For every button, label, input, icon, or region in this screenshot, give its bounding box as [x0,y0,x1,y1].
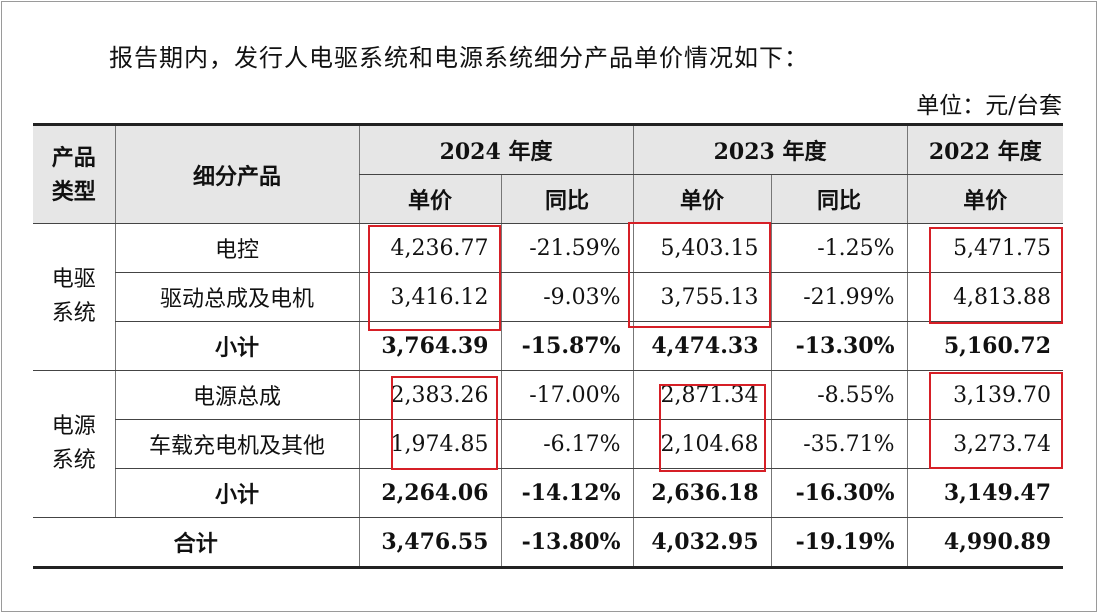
price-2023: 2,104.68 [632,419,772,469]
subtotal-yoy-2023: -16.30% [770,468,908,518]
total-price-2024: 3,476.55 [358,517,501,569]
subtotal-price-2023: 2,636.18 [632,468,772,518]
total-yoy-2024: -13.80% [500,517,634,569]
subtotal-row: 小计 3,764.39 -15.87% 4,474.33 -13.30% 5,1… [33,321,1064,371]
category-line1: 电驱 [51,267,96,292]
table-row: 电源 系统 电源总成 2,383.26 -17.00% 2,871.34 -8.… [33,370,1064,518]
yoy-2023: -1.25% [770,223,908,273]
subtotal-yoy-2023: -13.30% [770,321,908,371]
row-name: 电控 [114,223,359,273]
yoy-2024: -17.00% [500,370,634,420]
total-label: 合计 [33,517,359,569]
table-row: 车载充电机及其他 1,974.85 -6.17% 2,104.68 -35.71… [33,419,1064,469]
price-2024: 2,383.26 [358,370,501,420]
row-name: 电源总成 [114,370,359,420]
header-product-type: 产品 类型 [33,123,115,224]
header-yoy-2024: 同比 [500,174,634,224]
unit-price-table: 产品 类型 细分产品 2024 年度 2023 年度 2022 年度 单价 同比… [33,123,1064,569]
total-price-2023: 4,032.95 [632,517,772,569]
category-line2: 系统 [51,448,96,473]
category-cell-drive: 电驱 系统 [33,223,115,371]
highlight-box-2022-power [929,372,1063,469]
highlight-box-2024-power [391,376,498,470]
subtotal-label: 小计 [114,468,359,518]
highlight-box-2024-drive [368,225,501,331]
category-cell-power: 电源 系统 [33,370,115,518]
yoy-2024: -9.03% [500,272,634,322]
table-row: 驱动总成及电机 3,416.12 -9.03% 3,755.13 -21.99%… [33,272,1064,322]
header-sub-product: 细分产品 [114,123,359,224]
subtotal-price-2023: 4,474.33 [632,321,772,371]
header-2024: 2024 年度 [358,123,634,175]
price-2022: 3,273.74 [906,419,1064,469]
price-2024: 4,236.77 [358,223,501,273]
subtotal-row: 小计 2,264.06 -14.12% 2,636.18 -16.30% 3,1… [33,468,1064,518]
unit-label: 单位：元/台套 [916,93,1062,119]
yoy-2023: -8.55% [770,370,908,420]
header-2023: 2023 年度 [632,123,908,175]
category-line1: 电源 [51,414,96,439]
subtotal-label: 小计 [114,321,359,371]
total-yoy-2023: -19.19% [770,517,908,569]
row-name: 驱动总成及电机 [114,272,359,322]
highlight-box-2023-power [659,384,766,472]
price-2022: 4,813.88 [906,272,1064,322]
category-line2: 系统 [51,301,96,326]
header-product-type-line1: 产品 [51,144,96,171]
subtotal-price-2022: 3,149.47 [906,468,1064,518]
header-yoy-2023: 同比 [770,174,908,224]
header-2022: 2022 年度 [906,123,1064,175]
price-2024: 1,974.85 [358,419,501,469]
yoy-2024: -21.59% [500,223,634,273]
yoy-2023: -35.71% [770,419,908,469]
yoy-2024: -6.17% [500,419,634,469]
total-price-2022: 4,990.89 [906,517,1064,569]
subtotal-yoy-2024: -14.12% [500,468,634,518]
highlight-box-2022-drive [929,227,1063,324]
intro-text: 报告期内，发行人电驱系统和电源系统细分产品单价情况如下： [109,44,809,72]
price-table-wrapper: 产品 类型 细分产品 2024 年度 2023 年度 2022 年度 单价 同比… [33,123,1064,577]
price-2023: 3,755.13 [632,272,772,322]
highlight-box-2023-drive [628,222,771,328]
header-price-2024: 单价 [358,174,501,224]
header-price-2022: 单价 [906,174,1064,224]
row-name: 车载充电机及其他 [114,419,359,469]
price-2022: 5,471.75 [906,223,1064,273]
header-product-type-line2: 类型 [51,178,96,205]
subtotal-yoy-2024: -15.87% [500,321,634,371]
total-row: 合计 3,476.55 -13.80% 4,032.95 -19.19% 4,9… [33,517,1064,569]
header-price-2023: 单价 [632,174,772,224]
yoy-2023: -21.99% [770,272,908,322]
price-2023: 2,871.34 [632,370,772,420]
table-row: 电驱 系统 电控 4,236.77 -21.59% 5,403.15 -1.25… [33,223,1064,371]
subtotal-price-2022: 5,160.72 [906,321,1064,371]
subtotal-price-2024: 2,264.06 [358,468,501,518]
price-2023: 5,403.15 [632,223,772,273]
